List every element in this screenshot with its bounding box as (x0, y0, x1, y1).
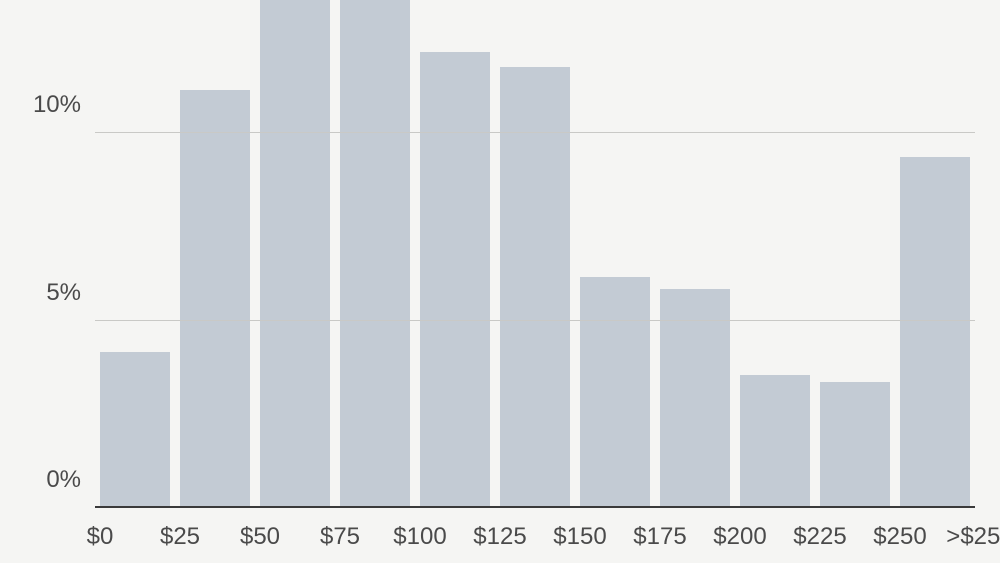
gridline (95, 320, 975, 321)
histogram-bar (100, 352, 170, 506)
histogram-bar (820, 382, 890, 506)
x-tick-label: $250 (873, 523, 926, 551)
y-tick-label: 5% (46, 279, 95, 307)
histogram-bar (420, 52, 490, 506)
histogram-bar (660, 289, 730, 507)
bars-container (95, 0, 975, 506)
x-tick-label: $200 (713, 523, 766, 551)
x-tick-label: $125 (473, 523, 526, 551)
histogram-bar (340, 0, 410, 506)
y-tick-label: 0% (46, 466, 95, 494)
plot-area: 0%5%10% (95, 0, 975, 508)
histogram-chart: 0%5%10% $0$25$50$75$100$125$150$175$200$… (0, 0, 1000, 563)
histogram-bar (740, 375, 810, 506)
histogram-bar (580, 277, 650, 506)
x-tick-label: $0 (87, 523, 114, 551)
histogram-bar (180, 90, 250, 506)
x-tick-label: $75 (320, 523, 360, 551)
histogram-bar (260, 0, 330, 506)
histogram-bar (500, 67, 570, 506)
x-tick-label: >$250 (946, 523, 1000, 551)
x-tick-label: $150 (553, 523, 606, 551)
y-tick-label: 10% (33, 91, 95, 119)
x-tick-label: $50 (240, 523, 280, 551)
x-axis-line (95, 506, 975, 508)
histogram-bar (900, 157, 970, 506)
x-axis-labels: $0$25$50$75$100$125$150$175$200$225$250>… (95, 515, 975, 563)
x-tick-label: $225 (793, 523, 846, 551)
x-tick-label: $175 (633, 523, 686, 551)
x-tick-label: $100 (393, 523, 446, 551)
gridline (95, 132, 975, 133)
x-tick-label: $25 (160, 523, 200, 551)
